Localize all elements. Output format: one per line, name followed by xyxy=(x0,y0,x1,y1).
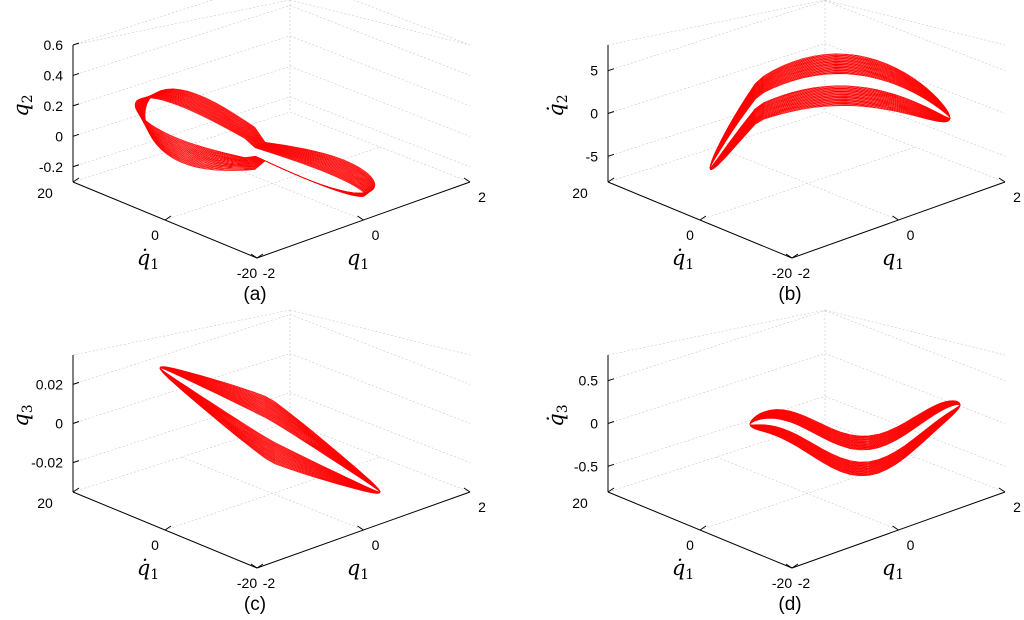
trajectory-surface xyxy=(134,88,376,197)
y-tick-label: 0 xyxy=(151,227,159,243)
z-tick-mark xyxy=(72,133,80,137)
subplot-caption: (a) xyxy=(243,284,266,305)
y-tick-label: 0 xyxy=(686,227,694,243)
x-tick-label: 0 xyxy=(907,537,915,553)
z-tick-label: -0.2 xyxy=(39,159,63,175)
y-tick-label: -20 xyxy=(772,575,792,591)
x-tick-label: -2 xyxy=(798,575,811,591)
z-tick-mark xyxy=(72,421,80,424)
z-tick-label: 0 xyxy=(590,106,598,122)
x-axis-label: q1 xyxy=(882,556,904,583)
z-axis-label: q̇2 xyxy=(544,94,571,116)
y-tick-label: 0 xyxy=(151,537,159,553)
z-tick-mark xyxy=(72,72,80,76)
y-axis-label: q̇1 xyxy=(137,556,159,583)
z-tick-label: 0 xyxy=(55,128,63,144)
x-tick-label: 2 xyxy=(478,189,486,205)
subplot-caption: (c) xyxy=(244,594,266,615)
x-axis-label: q1 xyxy=(882,246,904,273)
x-tick-label: 0 xyxy=(372,537,380,553)
y-tick-label: 20 xyxy=(37,495,53,511)
z-tick-label: 5 xyxy=(590,63,598,79)
z-tick-mark xyxy=(607,68,615,72)
y-axis-label: q̇1 xyxy=(672,556,694,583)
subplot-caption: (d) xyxy=(778,594,801,615)
z-tick-mark xyxy=(72,103,80,107)
subplot-caption: (b) xyxy=(778,284,801,305)
y-tick-label: -20 xyxy=(237,265,257,281)
z-tick-mark xyxy=(72,381,80,385)
y-tick-label: 20 xyxy=(572,185,588,201)
x-tick-label: -2 xyxy=(263,265,276,281)
z-tick-mark xyxy=(72,42,80,46)
y-axis-label: q̇1 xyxy=(672,246,694,273)
x-axis-label: q1 xyxy=(347,246,369,273)
grid xyxy=(72,309,471,531)
z-tick-label: 0.02 xyxy=(36,376,63,392)
z-tick-mark xyxy=(607,421,615,424)
x-tick-label: -2 xyxy=(798,265,811,281)
z-tick-label: 0.5 xyxy=(579,373,599,389)
y-tick-label: -20 xyxy=(237,575,257,591)
x-tick-label: 2 xyxy=(1013,499,1021,515)
x-axis-label: q1 xyxy=(347,556,369,583)
x-tick-label: -2 xyxy=(263,575,276,591)
z-tick-label: -0.02 xyxy=(31,455,63,471)
z-tick-mark xyxy=(607,153,615,157)
grid xyxy=(72,0,471,221)
z-tick-label: 0.2 xyxy=(44,98,64,114)
x-tick-label: 2 xyxy=(1013,189,1021,205)
z-tick-label: 0 xyxy=(55,416,63,432)
z-tick-label: 0 xyxy=(590,416,598,432)
z-tick-mark xyxy=(607,111,615,114)
trajectory-surface xyxy=(749,400,961,477)
y-tick-label: 0 xyxy=(686,537,694,553)
x-tick-label: 2 xyxy=(478,499,486,515)
z-tick-mark xyxy=(72,164,80,168)
x-tick-label: 0 xyxy=(907,227,915,243)
z-axis-label: q3 xyxy=(9,404,36,426)
trajectory-surface xyxy=(709,53,951,170)
y-tick-label: 20 xyxy=(37,185,53,201)
trajectory-surface xyxy=(159,366,381,494)
z-tick-label: -5 xyxy=(586,148,599,164)
z-tick-label: 0.6 xyxy=(44,37,64,53)
y-tick-label: 20 xyxy=(572,495,588,511)
z-tick-label: -0.5 xyxy=(574,458,598,474)
z-tick-mark xyxy=(607,378,615,382)
z-axis-label: q2 xyxy=(9,94,36,116)
z-tick-mark xyxy=(72,460,80,464)
y-tick-label: -20 xyxy=(772,265,792,281)
z-axis-label: q̇3 xyxy=(544,404,571,426)
z-tick-mark xyxy=(607,463,615,467)
y-axis-label: q̇1 xyxy=(137,246,159,273)
z-tick-label: 0.4 xyxy=(44,67,64,83)
x-tick-label: 0 xyxy=(372,227,380,243)
